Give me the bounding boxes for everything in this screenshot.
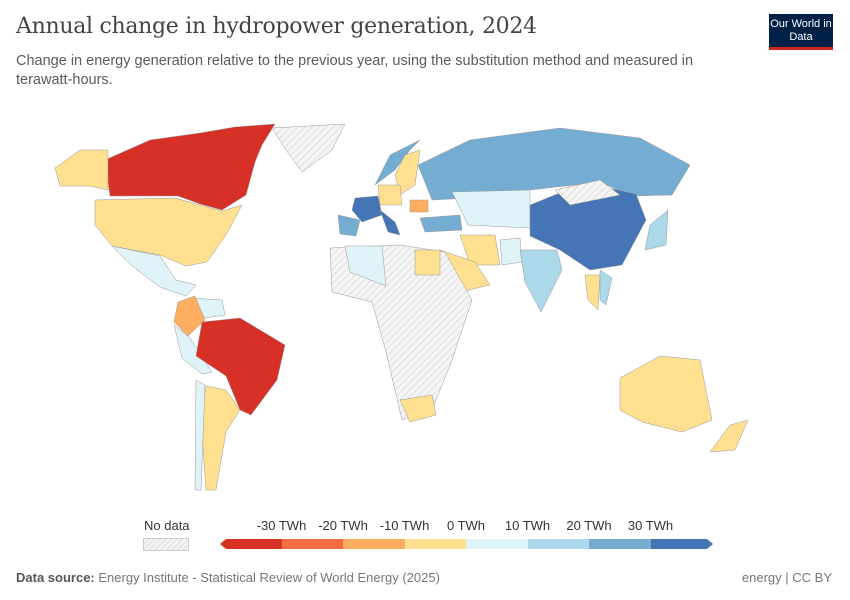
country-france[interactable]: [351, 195, 383, 223]
country-brazil[interactable]: [195, 317, 286, 416]
logo-text: Our World in Data: [770, 18, 832, 43]
country-colombia[interactable]: [173, 295, 206, 337]
country-egypt[interactable]: [414, 249, 441, 276]
country-mexico[interactable]: [111, 245, 197, 297]
country-united-states[interactable]: [94, 197, 243, 267]
country-algeria[interactable]: [344, 245, 387, 287]
country-thailand[interactable]: [584, 274, 601, 311]
owid-logo[interactable]: Our World in Data: [769, 14, 833, 50]
legend-bin[interactable]: [651, 539, 714, 549]
legend-tick-label: 20 TWh: [566, 518, 612, 533]
country-argentina[interactable]: [200, 385, 241, 491]
country-germany[interactable]: [377, 184, 403, 206]
data-source: Data source: Energy Institute - Statisti…: [16, 570, 440, 585]
page-title: Annual change in hydropower generation, …: [16, 14, 537, 39]
country-kazakhstan[interactable]: [451, 189, 531, 229]
country-russia[interactable]: [417, 127, 691, 201]
source-label: Data source:: [16, 570, 95, 585]
country-iran[interactable]: [459, 234, 501, 266]
legend-tick-label: -10 TWh: [379, 518, 430, 533]
legend-tick-label: -20 TWh: [318, 518, 368, 533]
legend-bin[interactable]: [343, 539, 406, 549]
country-pakistan[interactable]: [499, 237, 523, 266]
country-alaska[interactable]: [54, 149, 109, 191]
country-vietnam[interactable]: [599, 269, 613, 306]
legend: No data -30 TWh -20 TWh -10 TWh 0 TWh 10 TWh…: [140, 518, 720, 558]
legend-bin[interactable]: [527, 539, 590, 549]
country-greenland[interactable]: [271, 123, 346, 173]
country-romania[interactable]: [409, 199, 429, 213]
license[interactable]: energy | CC BY: [741, 570, 832, 585]
legend-tick-label: 30 TWh: [627, 518, 674, 533]
legend-bin[interactable]: [404, 539, 467, 549]
country-spain[interactable]: [337, 214, 361, 237]
country-italy[interactable]: [379, 209, 401, 236]
subtitle: Change in energy generation relative to …: [16, 53, 694, 88]
country-new-zealand[interactable]: [709, 419, 749, 453]
country-peru[interactable]: [173, 324, 213, 375]
legend-tick-label: 10 TWh: [504, 518, 551, 533]
no-data-swatch: [143, 538, 189, 551]
country-india[interactable]: [519, 249, 563, 313]
legend-bin[interactable]: [281, 539, 344, 549]
no-data-label: No data: [144, 518, 190, 533]
country-mongolia[interactable]: [554, 179, 621, 206]
country-chile[interactable]: [194, 379, 206, 491]
source-link[interactable]: Energy Institute - Statistical Review of…: [98, 570, 440, 585]
country-japan[interactable]: [644, 209, 669, 251]
legend-tick-label: 0 TWh: [446, 518, 486, 533]
country-norway[interactable]: [374, 139, 421, 186]
country-australia[interactable]: [619, 355, 713, 433]
legend-bin[interactable]: [466, 539, 529, 549]
legend-bin[interactable]: [220, 539, 283, 549]
country-turkey[interactable]: [419, 214, 463, 233]
legend-bin[interactable]: [589, 539, 652, 549]
country-canada[interactable]: [104, 123, 276, 211]
country-south-africa[interactable]: [399, 394, 437, 423]
world-map: [54, 123, 749, 491]
legend-tick-label: -30 TWh: [256, 518, 307, 533]
